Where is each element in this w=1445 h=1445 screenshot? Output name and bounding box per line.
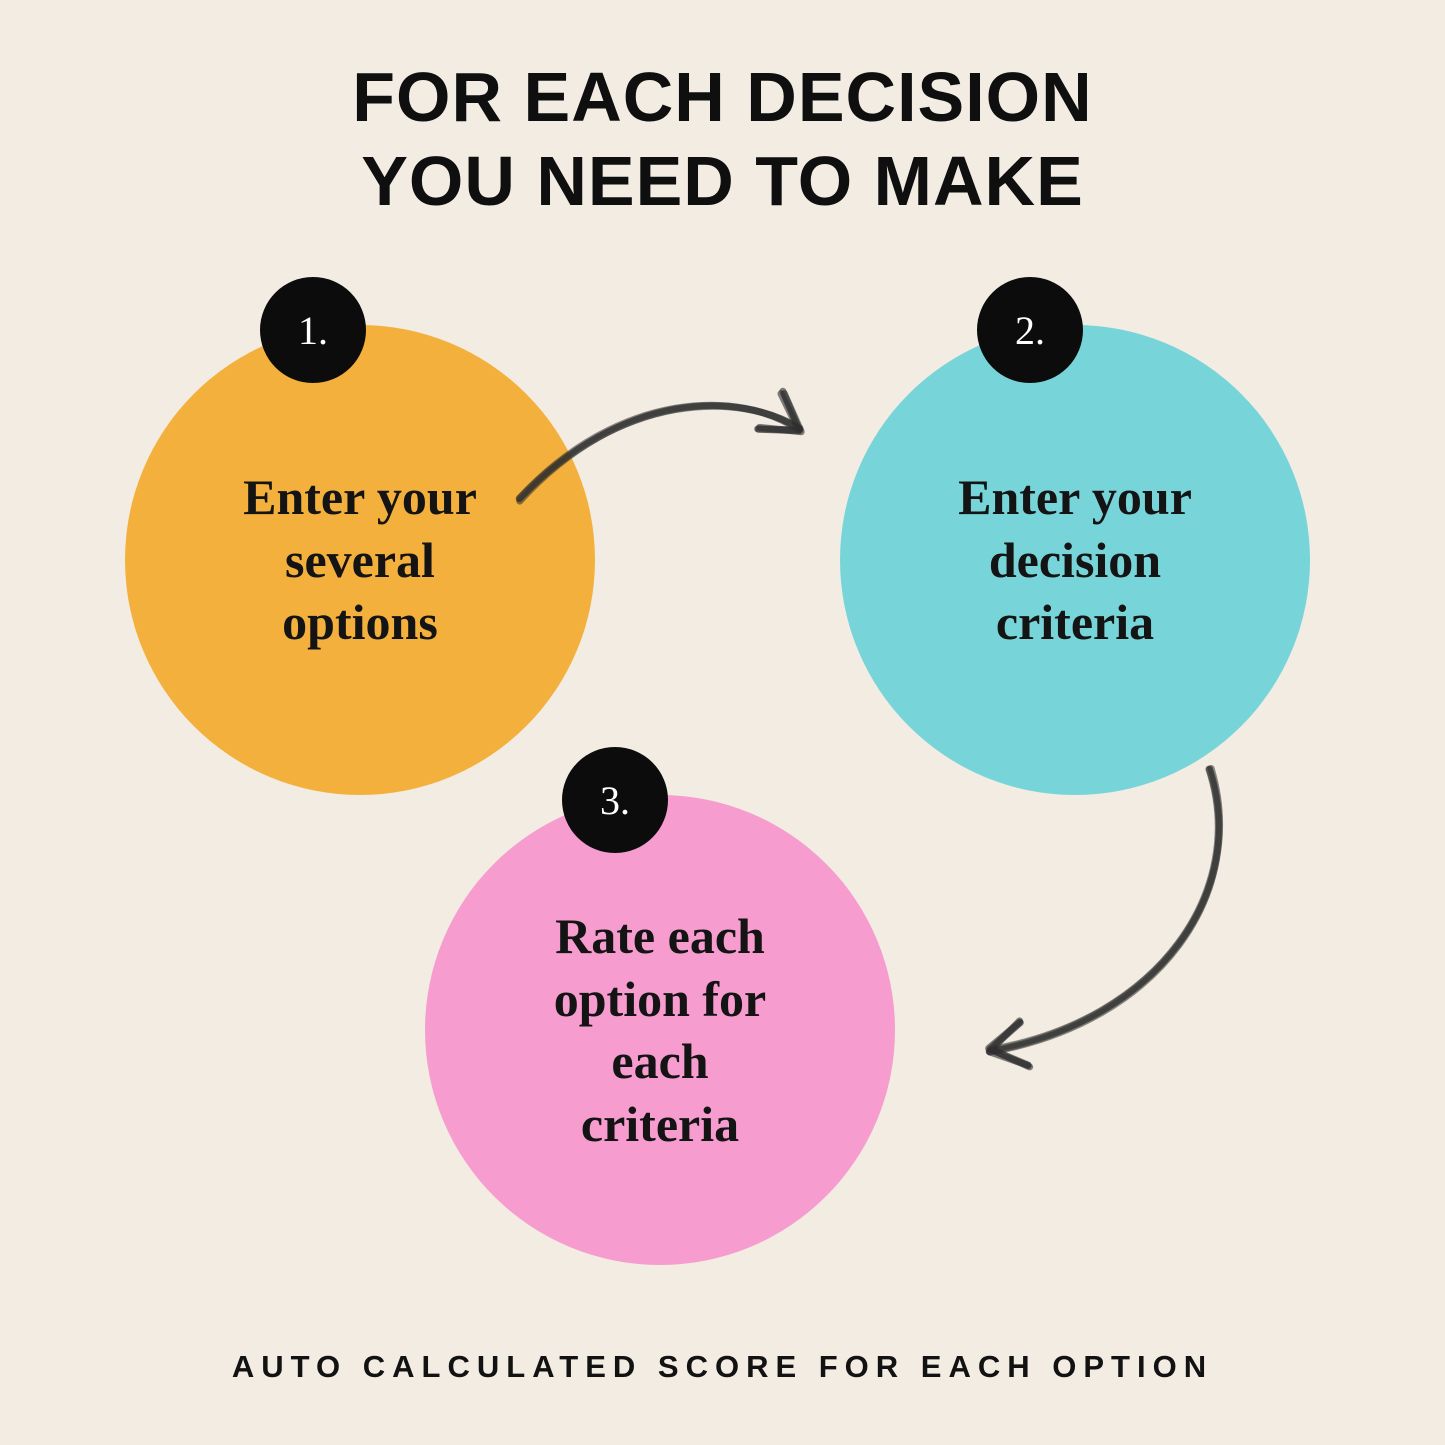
step-1-number: 1. [298,307,328,354]
step-2-number: 2. [1015,307,1045,354]
step-3-badge: 3. [562,747,668,853]
step-2-badge: 2. [977,277,1083,383]
step-1-text: Enter your several options [243,466,477,654]
title-line-1: FOR EACH DECISION [0,55,1445,139]
arrow-1-to-2 [500,330,860,520]
step-3-circle: Rate each option for each criteria [425,795,895,1265]
step-3-text: Rate each option for each criteria [554,905,767,1155]
step-2-circle: Enter your decision criteria [840,325,1310,795]
step-3-number: 3. [600,777,630,824]
arrow-2-to-3 [930,760,1260,1090]
page-title: FOR EACH DECISION YOU NEED TO MAKE [0,55,1445,223]
step-2-text: Enter your decision criteria [958,466,1192,654]
step-1-badge: 1. [260,277,366,383]
title-line-2: YOU NEED TO MAKE [0,139,1445,223]
footer-text: AUTO CALCULATED SCORE FOR EACH OPTION [0,1349,1445,1385]
